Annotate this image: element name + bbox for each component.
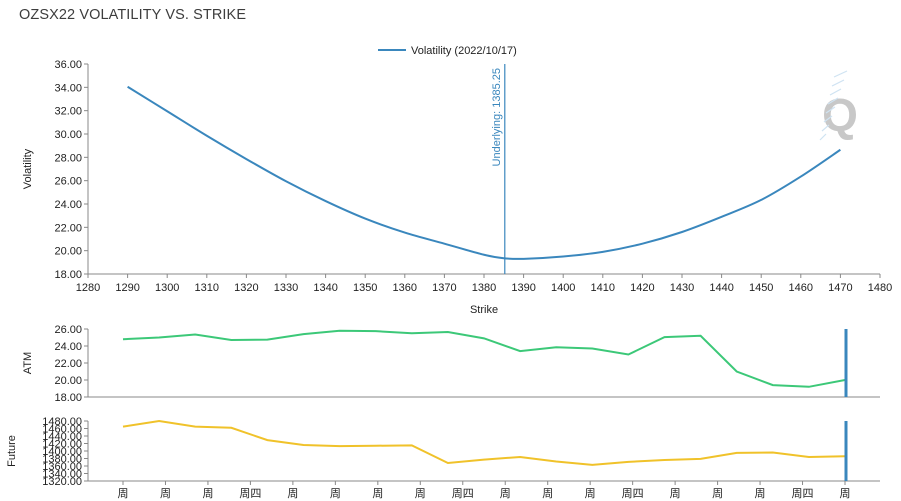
strike-x-tick-label: 1430 (670, 282, 694, 294)
atm-y-tick-label: 18.00 (54, 392, 82, 404)
watermark-stroke (829, 88, 842, 96)
atm-y-tick-label: 24.00 (54, 341, 82, 353)
volatility-y-tick-label: 30.00 (54, 129, 82, 141)
date-x-tick-label: 周 (118, 487, 129, 500)
atm-y-tick-label: 22.00 (54, 358, 82, 370)
volatility-y-tick-label: 32.00 (54, 106, 82, 118)
date-x-tick-label: 周 (372, 487, 383, 500)
volatility-y-tick-label: 34.00 (54, 82, 82, 94)
date-x-tick-label: 周 (415, 487, 426, 500)
atm-y-tick-label: 20.00 (54, 375, 82, 387)
strike-x-tick-label: 1400 (551, 282, 575, 294)
future-y-tick-label: 1340.00 (42, 469, 82, 481)
strike-x-tick-label: 1470 (828, 282, 852, 294)
watermark-stroke (827, 97, 839, 105)
future-y-tick-label: 1420.00 (42, 439, 82, 451)
watermark-stroke (825, 106, 836, 114)
watermark-stroke (819, 133, 827, 141)
strike-x-tick-label: 1320 (234, 282, 258, 294)
future-y-tick-label: 1400.00 (42, 446, 82, 458)
watermark-logo: Q (822, 89, 858, 141)
strike-x-tick-label: 1280 (76, 282, 100, 294)
date-x-tick-label: 周 (160, 487, 171, 500)
underlying-label: Underlying: 1385.25 (491, 68, 503, 166)
date-x-tick-label: 周四 (622, 487, 644, 500)
watermark-stroke (823, 115, 833, 123)
date-x-tick-label: 周 (840, 487, 851, 500)
volatility-y-tick-label: 22.00 (54, 222, 82, 234)
future-y-tick-label: 1380.00 (42, 454, 82, 466)
strike-x-tick-label: 1350 (353, 282, 377, 294)
atm-series-line (122, 329, 846, 388)
strike-x-tick-label: 1450 (749, 282, 773, 294)
strike-x-tick-label: 1370 (432, 282, 456, 294)
strike-x-tick-label: 1440 (709, 282, 733, 294)
volatility-axis-label: Volatility (22, 148, 34, 189)
strike-x-tick-label: 1330 (274, 282, 298, 294)
date-x-tick-label: 周 (670, 487, 681, 500)
future-y-tick-label: 1440.00 (42, 431, 82, 443)
legend-label: Volatility (2022/10/17) (411, 45, 517, 57)
date-x-tick-label: 周 (500, 487, 511, 500)
volatility-y-tick-label: 36.00 (54, 59, 82, 71)
atm-axis-label: ATM (22, 352, 34, 374)
watermark-stroke (833, 70, 848, 78)
date-x-tick-label: 周四 (239, 487, 261, 500)
date-x-tick-label: 周 (712, 487, 723, 500)
date-x-tick-label: 周 (585, 487, 596, 500)
strike-axis-label: Strike (470, 304, 498, 316)
strike-x-tick-label: 1460 (789, 282, 813, 294)
watermark-stroke (821, 124, 830, 132)
strike-x-tick-label: 1480 (868, 282, 892, 294)
atm-y-tick-label: 26.00 (54, 324, 82, 336)
future-y-tick-label: 1480.00 (42, 416, 82, 428)
future-series-line (122, 419, 846, 466)
date-x-tick-label: 周四 (792, 487, 814, 500)
volatility-y-tick-label: 24.00 (54, 199, 82, 211)
strike-x-tick-label: 1340 (313, 282, 337, 294)
page-title: OZSX22 VOLATILITY VS. STRIKE (19, 7, 247, 23)
date-x-tick-label: 周四 (452, 487, 474, 500)
date-x-tick-label: 周 (330, 487, 341, 500)
strike-x-tick-label: 1300 (155, 282, 179, 294)
strike-x-tick-label: 1420 (630, 282, 654, 294)
future-y-tick-label: 1320.00 (42, 476, 82, 488)
strike-x-tick-label: 1390 (511, 282, 535, 294)
strike-x-tick-label: 1310 (195, 282, 219, 294)
watermark-stroke (831, 79, 845, 87)
date-x-tick-label: 周 (287, 487, 298, 500)
future-axis-label: Future (6, 435, 18, 467)
volatility-y-tick-label: 26.00 (54, 176, 82, 188)
date-x-tick-label: 周 (755, 487, 766, 500)
date-x-tick-label: 周 (542, 487, 553, 500)
strike-x-tick-label: 1360 (393, 282, 417, 294)
volatility-y-tick-label: 18.00 (54, 269, 82, 281)
strike-x-tick-label: 1290 (115, 282, 139, 294)
date-x-tick-label: 周 (202, 487, 213, 500)
strike-x-tick-label: 1410 (591, 282, 615, 294)
strike-x-tick-label: 1380 (472, 282, 496, 294)
future-y-tick-label: 1360.00 (42, 461, 82, 473)
volatility-y-tick-label: 28.00 (54, 152, 82, 164)
volatility-series-line (127, 85, 841, 260)
future-y-tick-label: 1460.00 (42, 424, 82, 436)
volatility-y-tick-label: 20.00 (54, 246, 82, 258)
